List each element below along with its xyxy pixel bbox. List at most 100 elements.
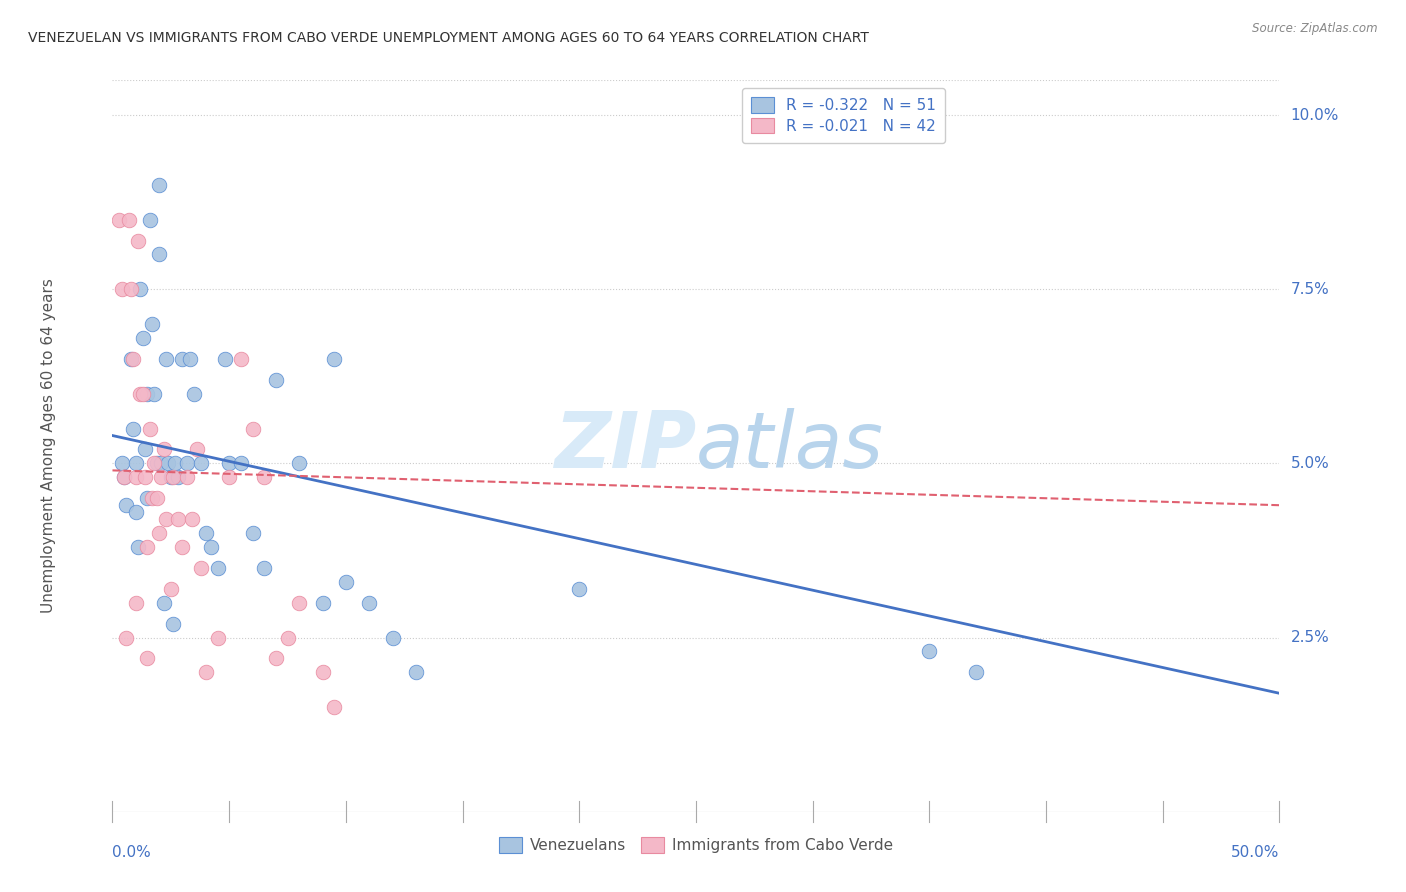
Point	[323, 700, 346, 714]
Point	[186, 442, 208, 457]
Point	[381, 631, 404, 645]
Point	[125, 457, 148, 471]
Point	[253, 470, 276, 484]
Point	[115, 631, 138, 645]
Point	[125, 596, 148, 610]
Text: ZIP: ZIP	[554, 408, 696, 484]
Point	[323, 351, 346, 366]
Point	[162, 470, 184, 484]
Point	[120, 351, 142, 366]
Point	[229, 457, 252, 471]
Text: 2.5%: 2.5%	[1291, 630, 1329, 645]
Point	[568, 582, 591, 596]
Text: Unemployment Among Ages 60 to 64 years: Unemployment Among Ages 60 to 64 years	[41, 278, 56, 614]
Point	[146, 491, 169, 506]
Point	[136, 540, 159, 554]
Text: 0.0%: 0.0%	[112, 845, 152, 860]
Point	[172, 351, 194, 366]
Text: Source: ZipAtlas.com: Source: ZipAtlas.com	[1253, 22, 1378, 36]
Point	[194, 665, 217, 680]
Point	[129, 386, 152, 401]
Point	[118, 212, 141, 227]
Point	[111, 282, 134, 296]
Point	[166, 512, 188, 526]
Point	[132, 331, 155, 345]
Point	[160, 470, 183, 484]
Point	[157, 457, 180, 471]
Text: VENEZUELAN VS IMMIGRANTS FROM CABO VERDE UNEMPLOYMENT AMONG AGES 60 TO 64 YEARS : VENEZUELAN VS IMMIGRANTS FROM CABO VERDE…	[28, 31, 869, 45]
Point	[214, 351, 236, 366]
Point	[143, 457, 166, 471]
Point	[127, 234, 149, 248]
Point	[335, 574, 357, 589]
Point	[218, 470, 240, 484]
Point	[141, 491, 163, 506]
Point	[155, 512, 177, 526]
Point	[918, 644, 941, 658]
Point	[183, 386, 205, 401]
Point	[134, 442, 156, 457]
Point	[125, 505, 148, 519]
Text: 50.0%: 50.0%	[1232, 845, 1279, 860]
Point	[200, 540, 222, 554]
Point	[264, 373, 287, 387]
Point	[190, 457, 212, 471]
Point	[136, 651, 159, 665]
Point	[965, 665, 987, 680]
Point	[153, 596, 176, 610]
Point	[218, 457, 240, 471]
Point	[288, 457, 311, 471]
Text: 5.0%: 5.0%	[1291, 456, 1329, 471]
Point	[148, 247, 170, 261]
Point	[155, 351, 177, 366]
Point	[120, 282, 142, 296]
Text: 7.5%: 7.5%	[1291, 282, 1329, 297]
Point	[229, 351, 252, 366]
Point	[276, 631, 298, 645]
Point	[172, 540, 194, 554]
Text: 10.0%: 10.0%	[1291, 108, 1339, 122]
Point	[111, 457, 134, 471]
Point	[112, 470, 135, 484]
Point	[311, 665, 333, 680]
Point	[207, 631, 229, 645]
Point	[122, 351, 145, 366]
Point	[359, 596, 381, 610]
Point	[136, 386, 159, 401]
Point	[143, 386, 166, 401]
Point	[115, 498, 138, 512]
Point	[179, 351, 201, 366]
Point	[132, 386, 155, 401]
Point	[166, 470, 188, 484]
Point	[112, 470, 135, 484]
Point	[176, 457, 198, 471]
Point	[242, 421, 264, 435]
Point	[127, 540, 149, 554]
Point	[148, 526, 170, 541]
Point	[153, 442, 176, 457]
Point	[165, 457, 187, 471]
Point	[264, 651, 287, 665]
Point	[288, 596, 311, 610]
Text: atlas: atlas	[696, 408, 884, 484]
Point	[134, 470, 156, 484]
Point	[146, 457, 169, 471]
Point	[190, 561, 212, 575]
Point	[150, 470, 173, 484]
Point	[122, 421, 145, 435]
Point	[139, 421, 162, 435]
Point	[176, 470, 198, 484]
Point	[148, 178, 170, 192]
Point	[136, 491, 159, 506]
Point	[150, 457, 173, 471]
Legend: Venezuelans, Immigrants from Cabo Verde: Venezuelans, Immigrants from Cabo Verde	[494, 830, 898, 859]
Point	[405, 665, 427, 680]
Point	[180, 512, 202, 526]
Point	[194, 526, 217, 541]
Point	[125, 470, 148, 484]
Point	[242, 526, 264, 541]
Point	[311, 596, 333, 610]
Point	[139, 212, 162, 227]
Point	[108, 212, 131, 227]
Point	[253, 561, 276, 575]
